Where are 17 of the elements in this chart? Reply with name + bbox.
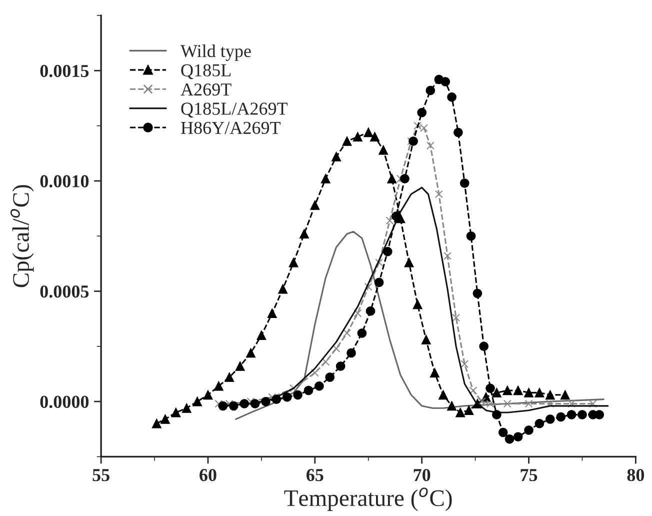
x-tick-label: 65: [306, 469, 324, 482]
x-tick-label: 55: [92, 469, 110, 482]
legend-label: A269T: [180, 83, 232, 96]
x-tick-label: 80: [627, 468, 644, 482]
y-tick-label: 0.0005: [40, 285, 89, 298]
legend-label: H86Y/A269T: [181, 122, 281, 134]
y-axis-title: Cp(cal/$^{o}$C): [10, 185, 34, 288]
x-axis-title: Temperature ($^{o}$C): [284, 488, 452, 511]
x-tick-label: 70: [414, 468, 430, 482]
y-tick-label: 0.0010: [40, 175, 89, 188]
x-tick-label: 75: [520, 469, 538, 482]
legend-label: Q185L/A269T: [181, 102, 288, 118]
legend-label: Q185L: [181, 64, 231, 80]
legend-label: Wild type: [180, 44, 251, 61]
x-tick-label: 60: [200, 468, 216, 482]
y-tick-label: 0.0000: [40, 396, 89, 408]
y-tick-label: 0.0015: [40, 64, 89, 78]
